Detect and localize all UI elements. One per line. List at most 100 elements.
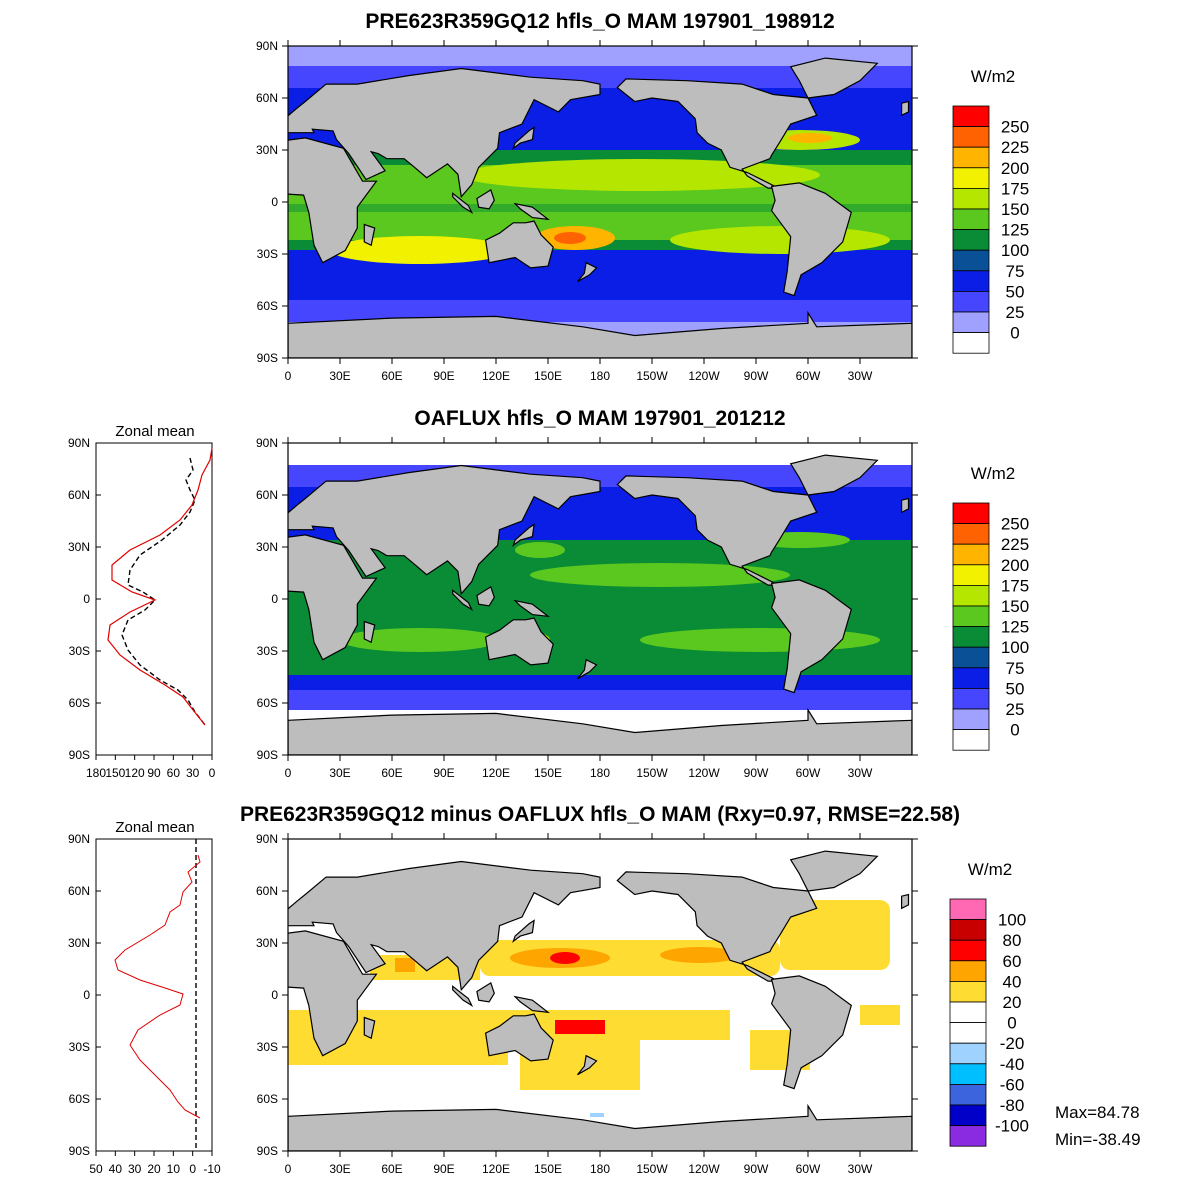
landmass	[770, 182, 852, 297]
zonal-x-tick: 50	[89, 1162, 103, 1176]
zonal-lat-tick: 30N	[68, 540, 90, 554]
colorbar-swatch	[949, 1084, 987, 1106]
colorbar-label: 50	[1006, 282, 1025, 301]
colorbar-swatch	[952, 502, 990, 525]
landmass	[900, 893, 910, 910]
colorbar-label: 225	[1001, 138, 1029, 157]
landmass	[512, 523, 535, 547]
landmass	[363, 223, 376, 247]
zonal-model-line	[107, 447, 213, 726]
map-axes: 90N 60N 30N 0 30S 60S 90S 0 30E 60E 90E 120E 150E 180…	[256, 832, 918, 1176]
colorbar-label: 100	[1001, 638, 1029, 657]
landmass	[789, 454, 879, 496]
max-stat: Max=84.78	[1055, 1103, 1140, 1122]
colorbar-label: 75	[1006, 659, 1025, 678]
colorbar-swatch	[952, 688, 990, 710]
landmass	[789, 850, 879, 892]
colorbar-label: 200	[1001, 556, 1029, 575]
lat-tick-label: 0	[271, 988, 278, 1002]
colorbar-label: 125	[1001, 618, 1029, 637]
lat-tick-label: 90S	[257, 748, 278, 762]
lat-tick-label: 90S	[257, 351, 278, 365]
colorbar-swatch	[952, 126, 990, 148]
landmass	[616, 475, 818, 586]
landmass	[452, 589, 474, 611]
lat-tick-label: 90S	[257, 1144, 278, 1158]
lon-tick-label: 0	[285, 369, 292, 383]
map-axes: 90N 60N 30N 0 30S 60S 90S 0 30E 60E 90E 120E 150E 180…	[256, 39, 918, 383]
colorbar-label: 175	[1001, 576, 1029, 595]
zonal-lat-tick: 0	[83, 592, 90, 606]
landmass	[452, 192, 474, 214]
colorbar-swatch	[949, 981, 987, 1003]
landmass	[616, 871, 818, 982]
colorbar-label: 0	[1010, 324, 1019, 343]
lon-tick-label: 150W	[636, 1162, 668, 1176]
lon-tick-label: 30W	[848, 369, 873, 383]
lat-tick-label: 60N	[256, 91, 278, 105]
lon-tick-label: 150E	[534, 1162, 562, 1176]
zonal-x-tick: 90	[147, 766, 161, 780]
colorbar-swatch	[952, 146, 990, 169]
lon-tick-label: 120W	[688, 1162, 720, 1176]
zonal-lat-tick: 60N	[68, 488, 90, 502]
landmass	[513, 599, 551, 618]
colorbar-swatch	[952, 708, 990, 731]
lon-tick-label: 90W	[744, 766, 769, 780]
zonal-x-tick: -10	[203, 1162, 221, 1176]
lat-tick-label: 60N	[256, 488, 278, 502]
panel-observation: OAFLUX hfls_O MAM 197901_201212 90N 60N 30…	[68, 407, 1029, 780]
lon-tick-label: 90W	[744, 1162, 769, 1176]
colorbar-swatch	[952, 667, 990, 689]
zonal-lat-tick: 30S	[69, 644, 90, 658]
zonal-lat-tick: 60S	[69, 696, 90, 710]
lon-tick-label: 90E	[433, 766, 454, 780]
lon-tick-label: 120E	[482, 766, 510, 780]
landmass	[513, 202, 551, 221]
colorbar-label: -80	[1000, 1096, 1025, 1115]
min-stat: Min=-38.49	[1055, 1130, 1141, 1149]
colorbar-label: 100	[998, 911, 1026, 930]
colorbar-label: 75	[1006, 262, 1025, 281]
colorbar-label: -20	[1000, 1034, 1025, 1053]
colorbar-swatch	[949, 939, 987, 962]
lon-tick-label: 150E	[534, 369, 562, 383]
lon-tick-label: 60W	[796, 766, 821, 780]
landmass	[288, 1103, 912, 1151]
lon-tick-label: 30E	[329, 766, 350, 780]
colorbar-unit: W/m2	[971, 67, 1015, 86]
colorbar-label: 225	[1001, 535, 1029, 554]
lon-tick-label: 150W	[636, 766, 668, 780]
landmass	[513, 995, 551, 1014]
colorbar-swatch	[952, 543, 990, 566]
colorbar-label: 175	[1001, 179, 1029, 198]
lat-tick-label: 60N	[256, 884, 278, 898]
colorbar-label: 50	[1006, 679, 1025, 698]
colorbar-label: 0	[1010, 721, 1019, 740]
lon-tick-label: 60E	[381, 369, 402, 383]
lat-tick-label: 0	[271, 195, 278, 209]
lon-tick-label: 120W	[688, 766, 720, 780]
colorbar-swatch	[949, 1001, 987, 1024]
zonal-lat-tick: 30S	[69, 1040, 90, 1054]
zonal-x-tick: 20	[147, 1162, 161, 1176]
landmass	[770, 579, 852, 694]
colorbar-swatch	[952, 270, 990, 292]
panel-title: PRE623R359GQ12 hfls_O MAM 197901_198912	[365, 10, 834, 33]
landmass	[288, 707, 912, 755]
zonal-title: Zonal mean	[115, 819, 194, 836]
colorbar-unit: W/m2	[971, 464, 1015, 483]
lat-tick-label: 0	[271, 592, 278, 606]
lon-tick-label: 60E	[381, 766, 402, 780]
lon-tick-label: 30E	[329, 369, 350, 383]
zonal-x-tick: 10	[167, 1162, 181, 1176]
lon-tick-label: 120E	[482, 1162, 510, 1176]
colorbar-swatch	[952, 585, 990, 607]
colorbar-swatch	[952, 564, 990, 586]
zonal-lat-tick: 90S	[69, 748, 90, 762]
colorbar-swatch	[949, 960, 987, 982]
colorbar-swatch	[949, 919, 987, 941]
zonal-x-tick: 150	[105, 766, 125, 780]
landmass	[900, 100, 910, 117]
